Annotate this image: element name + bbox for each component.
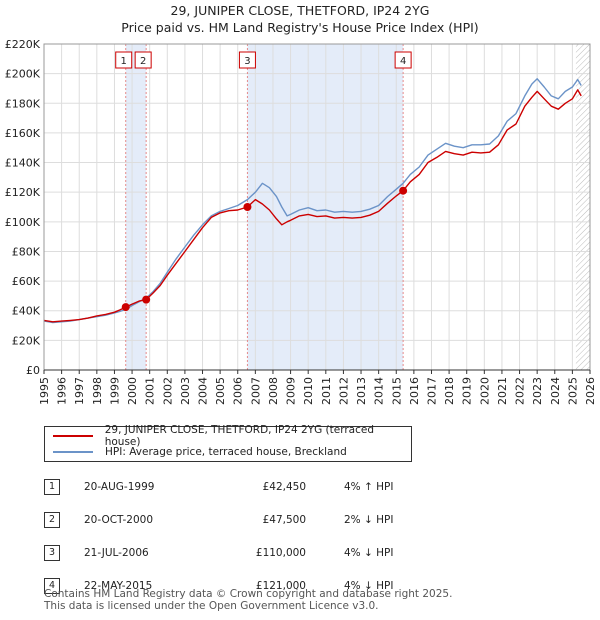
sale-number-box: 2 [44, 511, 60, 528]
sale-box-label-2: 2 [140, 56, 146, 67]
price-paid-line [43, 89, 582, 323]
footer-attribution: Contains HM Land Registry data © Crown c… [44, 588, 452, 612]
sale-box-label-1: 1 [121, 56, 127, 67]
sale-date: 20-OCT-2000 [84, 513, 153, 526]
y-tick-label: £60K [12, 275, 41, 288]
x-tick-label: 2000 [126, 377, 139, 405]
x-tick-label: 2019 [461, 377, 474, 405]
x-tick-label: 2001 [144, 377, 157, 405]
y-tick-label: £120K [5, 186, 41, 199]
sale-price: £110,000 [255, 546, 306, 559]
legend-swatch-hpi [53, 451, 93, 453]
y-tick-label: £200K [5, 68, 41, 81]
y-tick-label: £220K [5, 38, 41, 51]
sale-price: £42,450 [262, 480, 306, 493]
sale-box-1 [115, 51, 133, 69]
x-tick-label: 1997 [73, 377, 86, 405]
x-tick-label: 2024 [549, 377, 562, 405]
x-tick-label: 2002 [161, 377, 174, 405]
x-tick-label: 1999 [108, 377, 121, 405]
sale-price: £121,000 [255, 579, 306, 592]
chart-title-line1: 29, JUNIPER CLOSE, THETFORD, IP24 2YG [170, 3, 430, 18]
table-row: 4 22-MAY-2015 £121,000 4% ↓ HPI [44, 569, 424, 602]
y-tick-label: £20K [12, 334, 41, 347]
sales-table: 1 20-AUG-1999 £42,450 4% ↑ HPI 2 20-OCT-… [44, 470, 424, 602]
sale-box-label-4: 4 [400, 56, 406, 67]
x-tick-label: 2018 [443, 377, 456, 405]
footer-line-2: This data is licensed under the Open Gov… [44, 600, 379, 612]
sale-box-label-3: 3 [244, 56, 250, 67]
y-tick-label: £100K [5, 216, 41, 229]
y-tick-label: £80K [12, 245, 41, 258]
x-tick-label: 2010 [302, 377, 315, 405]
x-tick-label: 2011 [320, 377, 333, 405]
sale-price: £47,500 [262, 513, 306, 526]
x-tick-label: 1998 [91, 377, 104, 405]
footer-line-1: Contains HM Land Registry data © Crown c… [44, 588, 453, 600]
sale-date: 22-MAY-2015 [84, 579, 153, 592]
x-tick-label: 2006 [232, 377, 245, 405]
sale-number-box: 3 [44, 544, 60, 561]
sale-hpi-diff: 4% ↓ HPI [344, 579, 394, 592]
y-tick-label: £40K [12, 305, 41, 318]
sale-box-4 [394, 51, 412, 69]
sale-box-2 [134, 51, 152, 69]
chart-title-line2: Price paid vs. HM Land Registry's House … [121, 20, 479, 35]
table-row: 2 20-OCT-2000 £47,500 2% ↓ HPI [44, 503, 424, 536]
x-tick-label: 2015 [390, 377, 403, 405]
y-tick-label: £140K [5, 157, 41, 170]
legend-item-price: 29, JUNIPER CLOSE, THETFORD, IP24 2YG (t… [53, 424, 411, 448]
sale-hpi-diff: 2% ↓ HPI [344, 513, 394, 526]
sale-number-box: 1 [44, 478, 60, 495]
x-tick-label: 1996 [56, 377, 69, 405]
x-tick-label: 2014 [373, 377, 386, 405]
legend-label-price: 29, JUNIPER CLOSE, THETFORD, IP24 2YG (t… [104, 424, 375, 448]
x-tick-label: 2020 [478, 377, 491, 405]
sale-point-4 [399, 186, 408, 195]
x-tick-label: 2004 [197, 377, 210, 405]
sale-point-2 [142, 295, 151, 304]
x-tick-label: 2026 [584, 377, 597, 405]
x-tick-label: 2023 [531, 377, 544, 405]
x-tick-label: 2012 [337, 377, 350, 405]
sale-number-box: 4 [44, 577, 60, 594]
x-tick-label: 2005 [214, 377, 227, 405]
x-tick-label: 2008 [267, 377, 280, 405]
x-tick-label: 2007 [249, 377, 262, 405]
x-tick-label: 2022 [514, 377, 527, 405]
x-tick-label: 2013 [355, 377, 368, 405]
price-chart: 1 2 3 4 £0 £20K £40K £60K £80K £100K £120K £140K £1… [5, 38, 597, 405]
legend-item-hpi: HPI: Average price, terraced house, Brec… [53, 444, 347, 460]
x-tick-label: 2003 [179, 377, 192, 405]
sale-date: 20-AUG-1999 [84, 480, 155, 493]
y-tick-label: £160K [5, 127, 41, 140]
legend-label-hpi: HPI: Average price, terraced house, Brec… [105, 446, 347, 458]
x-tick-label: 2025 [566, 377, 579, 405]
y-tick-label: £180K [5, 97, 41, 110]
hpi-line [43, 78, 582, 324]
sale-box-3 [238, 51, 256, 69]
sale-hpi-diff: 4% ↑ HPI [344, 480, 394, 493]
x-tick-label: 1995 [38, 377, 51, 405]
x-tick-label: 2009 [285, 377, 298, 405]
sale-point-1 [121, 303, 130, 312]
sale-hpi-diff: 4% ↓ HPI [344, 546, 394, 559]
table-row: 1 20-AUG-1999 £42,450 4% ↑ HPI [44, 470, 424, 503]
ownership-shade [125, 44, 147, 370]
legend-swatch-price [53, 435, 93, 437]
y-tick-label: £0 [26, 364, 40, 377]
ownership-shade [247, 44, 404, 370]
sale-date: 21-JUL-2006 [84, 546, 149, 559]
forecast-hatch [575, 44, 590, 370]
x-tick-label: 2016 [408, 377, 421, 405]
table-row: 3 21-JUL-2006 £110,000 4% ↓ HPI [44, 536, 424, 569]
sale-point-3 [243, 203, 252, 211]
x-tick-label: 2021 [496, 377, 509, 405]
chart-legend: 29, JUNIPER CLOSE, THETFORD, IP24 2YG (t… [44, 424, 412, 462]
x-tick-label: 2017 [425, 377, 438, 405]
